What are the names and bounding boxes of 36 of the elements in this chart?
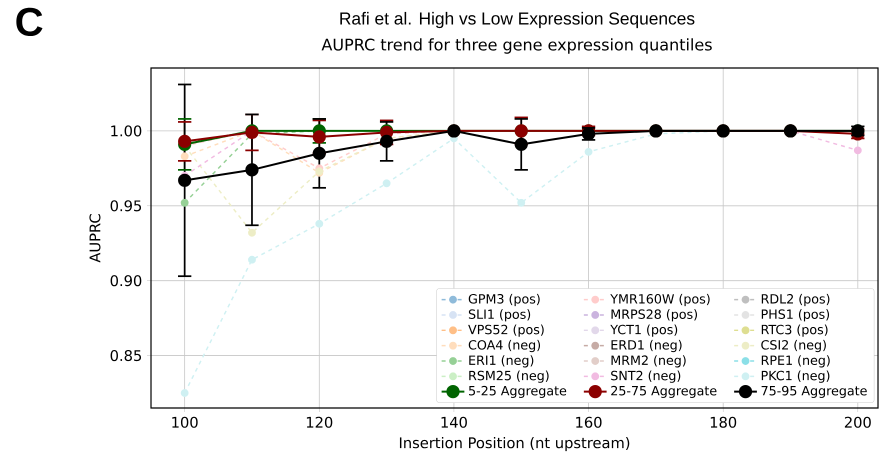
legend-label: MRPS28 (pos) <box>612 309 698 322</box>
x-tick-label: 200 <box>844 416 871 428</box>
legend-label: 25-75 Aggregate <box>611 386 716 398</box>
x-tick-label: 100 <box>172 416 198 428</box>
x-tick-label: 120 <box>306 416 332 428</box>
legend-label: GPM3 (pos) <box>468 294 540 306</box>
legend-label: MRM2 (neg) <box>612 355 686 368</box>
x-tick-label: 160 <box>576 416 602 428</box>
y-tick-label: 0.85 <box>110 350 142 362</box>
legend-label: VPS52 (pos) <box>468 324 544 337</box>
legend-label: ERI1 (neg) <box>469 355 534 368</box>
legend-label: SLI1 (pos) <box>468 309 530 322</box>
legend-label: CSI2 (neg) <box>761 340 826 352</box>
legend-label: 5-25 Aggregate <box>469 386 566 398</box>
y-axis-title: AUPRC <box>89 214 100 263</box>
legend-label: SNT2 (neg) <box>611 370 680 383</box>
y-tick-label: 0.95 <box>110 200 142 212</box>
legend-label: RDL2 (pos) <box>762 294 830 306</box>
legend-label: ERD1 (neg) <box>612 340 682 352</box>
chart-subtitle: AUPRC trend for three gene expression quantiles <box>322 38 712 54</box>
legend-label: RPE1 (neg) <box>762 355 830 368</box>
legend-label: PHS1 (pos) <box>762 309 830 322</box>
text: C <box>16 8 43 36</box>
legend-label: COA4 (neg) <box>468 340 540 352</box>
x-tick-label: 140 <box>442 416 467 428</box>
x-tick-label: 180 <box>710 416 736 428</box>
y-tick-label: 1.00 <box>111 125 142 136</box>
legend-label: PKC1 (neg) <box>762 370 830 383</box>
legend-label: YCT1 (pos) <box>610 324 678 337</box>
legend-label: RSM25 (neg) <box>469 370 549 383</box>
legend-label: RTC3 (pos) <box>762 324 828 337</box>
chart-title: Rafi et al. High vs Low Expression Sequences <box>340 12 694 28</box>
y-tick-label: 0.90 <box>110 275 142 286</box>
x-axis-title: Insertion Position (nt upstream) <box>400 436 630 452</box>
legend-label: YMR160W (pos) <box>610 294 710 306</box>
legend-label: 75-95 Aggregate <box>762 386 867 398</box>
